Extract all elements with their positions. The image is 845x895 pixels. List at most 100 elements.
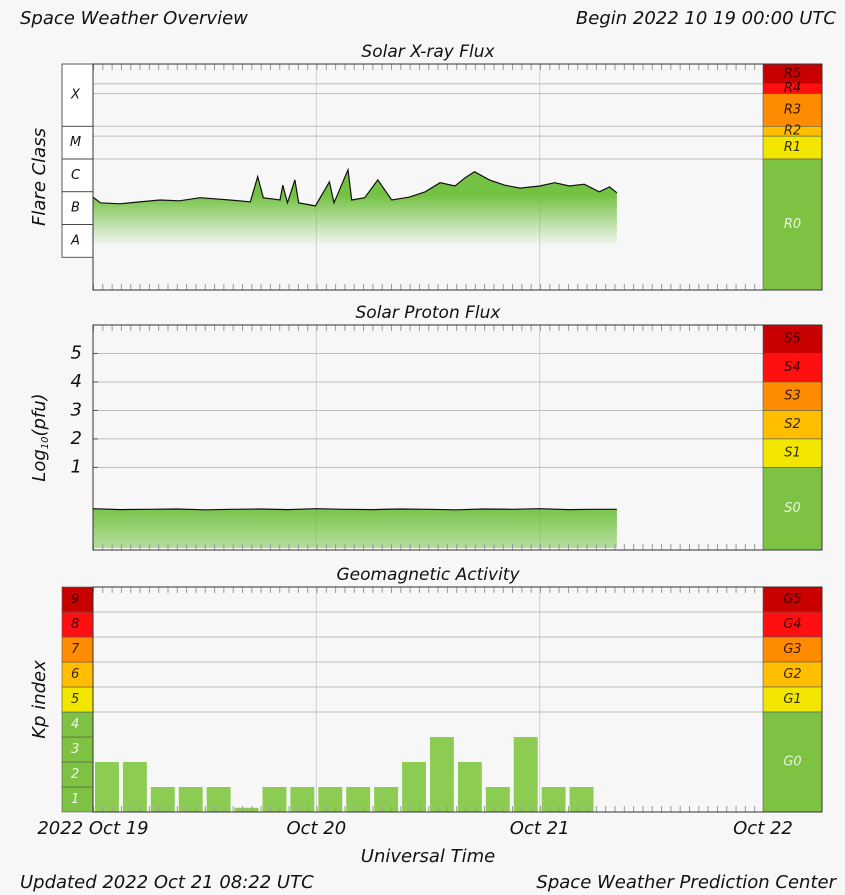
y-tick-label: 4: [71, 371, 82, 392]
y-axis-label: Log10(pfu): [29, 393, 51, 481]
minor-ticks-bottom: [93, 544, 763, 550]
kp-level-label: 8: [71, 617, 79, 632]
kp-bar: [95, 762, 119, 812]
panel-title: Geomagnetic Activity: [336, 565, 520, 585]
scale-band: [762, 93, 823, 127]
panel-title: Solar X-ray Flux: [361, 42, 495, 62]
panel-title: Solar Proton Flux: [356, 303, 502, 323]
plot-frame: [92, 63, 823, 291]
scale-label: G3: [783, 642, 801, 657]
minor-ticks-bottom: [93, 806, 763, 812]
scale-label: R3: [784, 102, 801, 117]
y-axis-label-part: 10: [40, 437, 51, 450]
class-box: [61, 191, 94, 225]
class-label: X: [70, 88, 81, 103]
scale-label: S5: [784, 332, 801, 347]
y-tick-label: 2: [71, 428, 82, 449]
scale-label: R5: [784, 66, 801, 81]
flux-line: [92, 167, 618, 207]
kp-bar: [541, 787, 566, 812]
scale-label: R2: [784, 124, 801, 139]
scale-label: R1: [784, 140, 801, 155]
y-tick-label: 1: [71, 456, 82, 477]
scale-band: [762, 686, 823, 713]
scale-label: G5: [783, 592, 801, 607]
plot-area: [93, 587, 763, 812]
class-label: B: [71, 201, 80, 216]
flux-area: [93, 169, 617, 288]
kp-bar: [513, 737, 538, 812]
kp-bar: [430, 737, 454, 812]
kp-bar: [346, 787, 371, 812]
scale-label: S0: [784, 501, 801, 516]
class-box: [61, 125, 94, 160]
page-title: Space Weather Overview: [20, 8, 248, 29]
x-tick-label: 2022 Oct 19: [37, 818, 148, 839]
y-axis-label: Kp index: [29, 660, 50, 739]
scale-label: S2: [784, 417, 801, 432]
kp-level-box: [61, 786, 94, 813]
kp-level-box: [61, 611, 94, 638]
class-label: M: [70, 135, 81, 150]
plot-frame: [92, 324, 823, 551]
class-label: A: [70, 233, 80, 248]
kp-level-label: 3: [71, 742, 79, 757]
kp-bar: [206, 787, 231, 812]
y-tick-label: 5: [71, 342, 82, 363]
kp-level-box: [61, 761, 94, 788]
kp-bar: [457, 762, 482, 812]
kp-level-label: 5: [71, 692, 79, 707]
kp-level-box: [61, 636, 94, 663]
x-tick-label: Oct 20: [286, 818, 346, 839]
scale-label: S1: [784, 446, 801, 461]
kp-level-label: 4: [71, 717, 79, 732]
scale-label: G4: [783, 617, 801, 632]
minor-ticks-top: [93, 325, 763, 331]
y-axis-label-part: (pfu): [29, 393, 50, 436]
kp-bar: [485, 787, 510, 812]
plot-frame: [92, 586, 823, 813]
class-label: C: [71, 168, 81, 183]
scale-label: R4: [784, 81, 801, 96]
x-tick-label: Oct 22: [733, 818, 793, 839]
flux-area: [93, 508, 617, 548]
kp-bar: [290, 787, 315, 812]
flux-line: [92, 508, 617, 511]
y-axis-label-part: Log: [29, 449, 50, 481]
y-tick-label: 3: [71, 399, 82, 420]
minor-ticks-bottom: [93, 284, 763, 290]
minor-ticks-top: [93, 587, 763, 593]
kp-bar: [402, 762, 426, 812]
scale-band: [762, 661, 823, 688]
scale-label: S3: [784, 389, 801, 404]
scale-band: [762, 611, 823, 638]
scale-band: [762, 353, 823, 383]
scale-label: S4: [784, 360, 801, 375]
kp-level-label: 2: [71, 767, 79, 782]
kp-level-label: 9: [71, 592, 79, 607]
minor-ticks-top: [93, 64, 763, 70]
y-axis-label-part: Flare Class: [29, 128, 50, 226]
updated-time: Updated 2022 Oct 21 08:22 UTC: [20, 872, 314, 893]
scale-label: R0: [784, 217, 801, 232]
x-axis-label: Universal Time: [361, 846, 495, 867]
source: Space Weather Prediction Center: [536, 872, 837, 893]
scale-label: G0: [783, 755, 801, 770]
class-box: [61, 158, 94, 193]
scale-band: [762, 438, 823, 468]
scale-band: [762, 158, 823, 291]
scale-band: [762, 381, 823, 411]
y-axis-label: Flare Class: [29, 128, 50, 226]
kp-bar: [374, 787, 399, 812]
scale-label: G1: [783, 692, 801, 707]
kp-level-label: 7: [71, 642, 80, 657]
kp-level-box: [61, 686, 94, 713]
kp-bar: [318, 787, 343, 812]
y-axis-label-part: Kp index: [29, 660, 50, 739]
x-tick-label: Oct 21: [510, 818, 570, 839]
kp-bar: [178, 787, 203, 812]
kp-level-label: 6: [71, 667, 79, 682]
kp-bar: [150, 787, 175, 812]
